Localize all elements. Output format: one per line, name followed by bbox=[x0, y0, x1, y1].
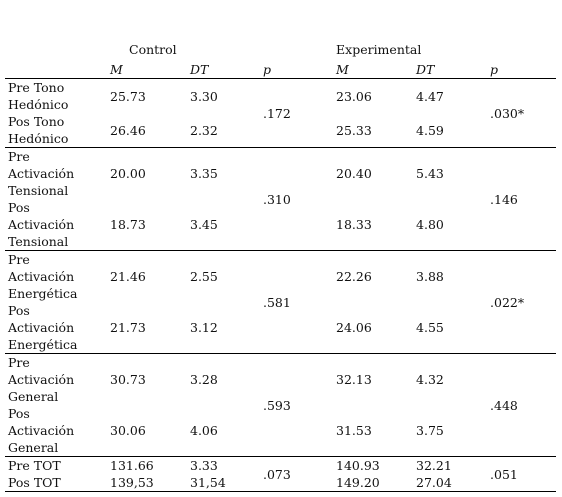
row-label-cell: Pos Tono Hedónico bbox=[5, 113, 110, 148]
p-value: .073 bbox=[263, 456, 337, 492]
p-value: .310 bbox=[263, 147, 337, 251]
row-label-cell: Pre Tono Hedónico bbox=[5, 79, 110, 114]
cell: 3.35 bbox=[190, 166, 218, 181]
cell: 3.30 bbox=[190, 88, 218, 104]
cell: 20.00 bbox=[110, 166, 146, 181]
cell: 24.06 bbox=[336, 302, 417, 354]
row-label-cell: Pre Activación Tensional bbox=[5, 148, 110, 200]
cell: 3.12 bbox=[190, 302, 263, 354]
p-value: .146 bbox=[490, 147, 557, 251]
row: Pre TOT 131.66 3.33 .073 140.93 32.21 .051 bbox=[5, 456, 557, 492]
column-header: M bbox=[336, 61, 417, 79]
row-label: Pre TOT bbox=[8, 458, 61, 473]
cell: 3.33 bbox=[190, 458, 218, 473]
row: Pos Activación Energética 21.73 3.12 24.06 4… bbox=[5, 302, 556, 354]
row-label: Pre Activación General bbox=[8, 355, 75, 404]
row: Pos Activación General 30.06 4.06 31.53 3.75 bbox=[5, 405, 556, 457]
cell: 131.66 bbox=[110, 458, 154, 473]
cell: 21.73 bbox=[110, 302, 190, 354]
cell: 140.93 bbox=[336, 458, 380, 473]
row-label-cell: Pos TOT bbox=[5, 474, 110, 492]
cell: 3.75 bbox=[416, 405, 491, 457]
cell: 3.45 bbox=[190, 199, 263, 251]
cell: 149.20 bbox=[336, 474, 417, 492]
cell: 27.04 bbox=[416, 474, 491, 492]
group: Pre Activación General 30.73 3.28 .593 32.13… bbox=[5, 353, 557, 457]
cell: 25.33 bbox=[336, 113, 417, 148]
p-value: .030* bbox=[490, 78, 557, 148]
group: Pre Activación Tensional 20.00 3.35 .310 20.… bbox=[5, 147, 557, 251]
cell: 32.13 bbox=[336, 372, 372, 387]
row-label: Pos TOT bbox=[8, 475, 61, 490]
p-value: .022* bbox=[490, 250, 557, 354]
row: Pre Activación Energética 21.46 2.55 .581 22… bbox=[5, 250, 557, 354]
cell: 3.88 bbox=[416, 269, 444, 284]
p-value: .448 bbox=[490, 353, 557, 457]
cell: 18.73 bbox=[110, 199, 190, 251]
cell: 18.33 bbox=[336, 199, 417, 251]
row: Pre Tono Hedónico 25.73 3.30 .172 23.06 4.47.… bbox=[5, 78, 557, 148]
cell: 2.55 bbox=[190, 269, 218, 284]
cell: 139,53 bbox=[110, 474, 190, 492]
column-header: M bbox=[110, 61, 190, 79]
p-value: .051 bbox=[490, 456, 557, 492]
cell: 26.46 bbox=[110, 113, 190, 148]
cell: 32.21 bbox=[416, 458, 452, 473]
cell: 5.43 bbox=[416, 166, 444, 181]
row-label: Pre Activación Tensional bbox=[8, 149, 75, 198]
cell: 4.06 bbox=[190, 405, 263, 457]
results-table: Control Experimental M DT p M DT p Pre Tono He… bbox=[5, 37, 557, 492]
row-label: Pos Tono Hedónico bbox=[8, 114, 69, 146]
p-value: .581 bbox=[263, 250, 337, 354]
column-header: p bbox=[263, 61, 337, 79]
row-label-cell: Pos Activación General bbox=[5, 405, 110, 457]
p-value: .172 bbox=[263, 78, 337, 148]
row-label: Pre Tono Hedónico bbox=[8, 80, 69, 112]
row-label: Pos Activación Tensional bbox=[8, 200, 75, 249]
cell: 2.32 bbox=[190, 113, 263, 148]
row-label: Pos Activación Energética bbox=[8, 303, 78, 352]
cell: 20.40 bbox=[336, 166, 372, 181]
column-header: DT bbox=[416, 61, 491, 79]
cell: 4.80 bbox=[416, 199, 491, 251]
row-label-cell: Pre Activación General bbox=[5, 354, 110, 406]
row: Pre Activación General 30.73 3.28 .593 32.13… bbox=[5, 353, 557, 457]
column-header: p bbox=[490, 61, 557, 79]
group-header: Control bbox=[129, 41, 177, 57]
row-label-cell: Pos Activación Energética bbox=[5, 302, 110, 354]
cell: 4.32 bbox=[416, 372, 444, 387]
row-label: Pre Activación Energética bbox=[8, 252, 78, 301]
cell: 3.28 bbox=[190, 372, 218, 387]
group: Pre Tono Hedónico 25.73 3.30 .172 23.06 4.47.… bbox=[5, 78, 557, 148]
row: Pos TOT 139,53 31,54 149.20 27.04 bbox=[5, 474, 556, 492]
cell: 30.73 bbox=[110, 372, 146, 387]
row: Pre Activación Tensional 20.00 3.35 .310 20.… bbox=[5, 147, 557, 251]
p-value: .593 bbox=[263, 353, 337, 457]
cell: 31.53 bbox=[336, 405, 417, 457]
cell: 21.46 bbox=[110, 269, 146, 284]
row: Pos Tono Hedónico 26.46 2.32 25.33 4.59 bbox=[5, 113, 556, 148]
cell: 4.55 bbox=[416, 302, 491, 354]
row-label: Pos Activación General bbox=[8, 406, 75, 455]
group-header: Experimental bbox=[336, 41, 422, 57]
row: Pos Activación Tensional 18.73 3.45 18.33 4.… bbox=[5, 199, 556, 251]
cell: 30.06 bbox=[110, 405, 190, 457]
group: Pre Activación Energética 21.46 2.55 .581 22… bbox=[5, 250, 557, 354]
cell: 4.59 bbox=[416, 113, 491, 148]
cell: 22.26 bbox=[336, 269, 372, 284]
row-label-cell: Pos Activación Tensional bbox=[5, 199, 110, 251]
column-header: DT bbox=[190, 61, 263, 79]
cell: 23.06 bbox=[336, 88, 372, 104]
cell: 4.47 bbox=[416, 88, 444, 104]
cell: 25.73 bbox=[110, 88, 146, 104]
group: Pre TOT 131.66 3.33.073 140.93 32.21.051 Pos … bbox=[5, 456, 557, 492]
row-label-cell: Pre TOT bbox=[5, 457, 110, 475]
row-label-cell: Pre Activación Energética bbox=[5, 251, 110, 303]
cell: 31,54 bbox=[190, 474, 263, 492]
